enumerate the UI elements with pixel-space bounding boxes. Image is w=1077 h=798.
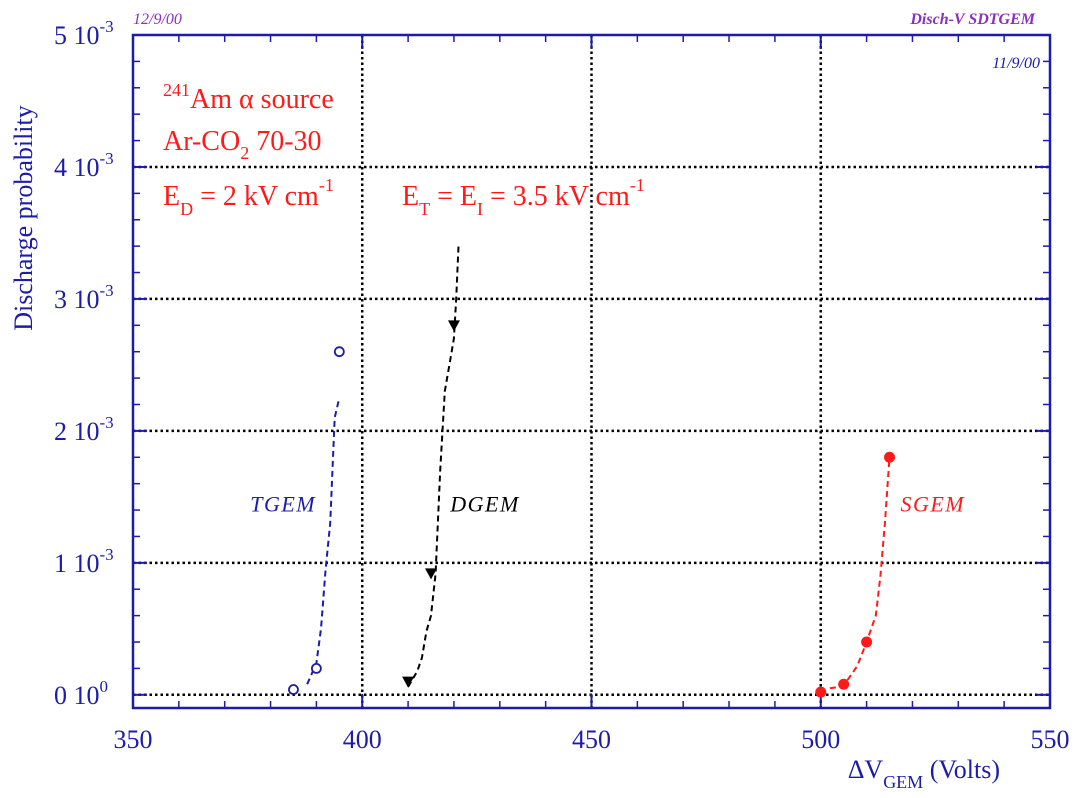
- sgem-data-point: [838, 678, 850, 690]
- annotation-ed-sup: -1: [319, 175, 334, 195]
- y-tick-exponent: -3: [100, 149, 114, 168]
- sgem-data-point: [815, 686, 827, 698]
- fit-curves: [306, 246, 891, 690]
- annotation-et-sup: -1: [630, 175, 645, 195]
- date-inner-label: 11/9/00: [992, 55, 1040, 72]
- y-tick-mantissa: 5 10: [54, 21, 100, 50]
- annotation-ei: = E: [430, 181, 477, 212]
- annotation-ed: E: [163, 181, 180, 212]
- y-tick-label: 0 100: [54, 677, 108, 710]
- y-tick-exponent: -3: [100, 17, 114, 36]
- annotation-source-text: Am α source: [190, 84, 334, 115]
- dgem-series-label: DGEM: [449, 491, 520, 516]
- sgem-fit-curve: [829, 457, 891, 690]
- date-left-label: 12/9/00: [133, 11, 182, 28]
- x-tick-label: 550: [1031, 725, 1070, 754]
- dgem-data-point: [447, 320, 460, 332]
- tgem-data-point: [310, 663, 322, 674]
- annotation-gas-sub: 2: [240, 143, 249, 163]
- y-tick-label: 5 10-3: [54, 17, 114, 50]
- annotation-source: 241Am α source: [163, 80, 334, 115]
- dgem-data-point: [402, 676, 415, 688]
- sgem-data-point: [884, 451, 896, 463]
- sgem-data-point: [861, 636, 873, 648]
- annotation-et: E: [402, 181, 419, 212]
- annotation-et-val: = 3.5 kV cm: [483, 181, 630, 212]
- tgem-fit-curve: [306, 397, 341, 685]
- y-tick-exponent: -3: [100, 545, 114, 564]
- x-tick-label: 400: [343, 725, 382, 754]
- x-axis-title-sub: GEM: [883, 772, 923, 792]
- annotation-block: 241Am α source Ar-CO2 70-30 ED = 2 kV cm…: [163, 80, 645, 219]
- y-tick-exponent: 0: [100, 677, 109, 696]
- y-tick-mantissa: 2 10: [54, 417, 100, 446]
- annotation-et-sub: T: [419, 199, 430, 219]
- y-tick-exponent: -3: [100, 281, 114, 300]
- x-tick-label: 500: [801, 725, 840, 754]
- y-tick-label: 1 10-3: [54, 545, 114, 578]
- dgem-fit-curve: [407, 246, 460, 688]
- tgem-series-label: TGEM: [250, 491, 316, 516]
- x-axis-title-unit: (Volts): [923, 755, 1000, 784]
- chart-tag-label: Disch-V SDTGEM: [909, 11, 1035, 28]
- x-axis-title-main: ΔV: [848, 755, 884, 784]
- y-axis-title: Discharge probability: [9, 105, 38, 331]
- y-tick-label: 4 10-3: [54, 149, 114, 182]
- y-tick-exponent: -3: [100, 413, 114, 432]
- annotation-ed-val: = 2 kV cm: [193, 181, 319, 212]
- tgem-data-point: [333, 346, 345, 358]
- annotation-gas-pre: Ar-CO: [163, 126, 240, 157]
- annotation-gas: Ar-CO2 70-30: [163, 126, 322, 163]
- annotation-ed-sub: D: [180, 199, 193, 219]
- y-tick-mantissa: 1 10: [54, 549, 100, 578]
- data-markers: [288, 320, 896, 698]
- y-tick-mantissa: 0 10: [54, 681, 100, 710]
- x-tick-label: 450: [572, 725, 611, 754]
- y-tick-label: 3 10-3: [54, 281, 114, 314]
- x-tick-label: 350: [114, 725, 153, 754]
- y-tick-mantissa: 3 10: [54, 285, 100, 314]
- annotation-gas-post: 70-30: [249, 126, 321, 157]
- y-tick-mantissa: 4 10: [54, 153, 100, 182]
- tgem-data-point: [288, 684, 299, 695]
- x-tick-labels: 350 400 450 500 550: [114, 725, 1070, 754]
- sgem-series-label: SGEM: [900, 491, 965, 516]
- annotation-fields: ED = 2 kV cm-1 ET = EI = 3.5 kV cm-1: [163, 175, 645, 219]
- y-tick-label: 2 10-3: [54, 413, 114, 446]
- axis-ticks: [132, 34, 1051, 708]
- annotation-source-sup: 241: [163, 80, 190, 100]
- dgem-data-point: [425, 568, 438, 580]
- series-labels: TGEM DGEM SGEM: [250, 491, 965, 516]
- annotation-ei-sub: I: [477, 199, 483, 219]
- x-axis-title: ΔVGEM (Volts): [848, 755, 1000, 792]
